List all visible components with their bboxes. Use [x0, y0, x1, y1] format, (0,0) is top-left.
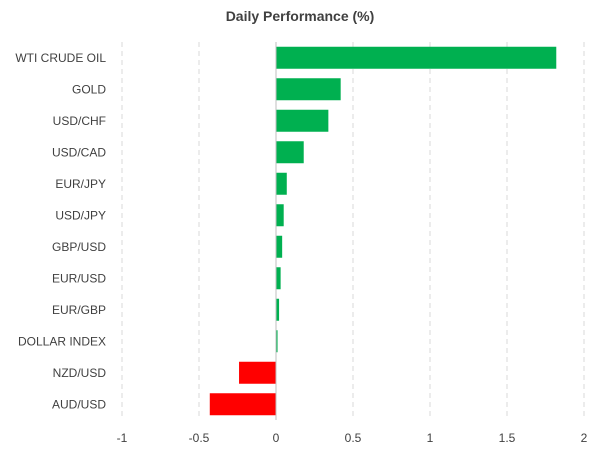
bar — [276, 78, 341, 101]
category-label: DOLLAR INDEX — [18, 334, 106, 348]
bar — [276, 141, 304, 164]
category-label: USD/CAD — [52, 145, 106, 159]
bar — [276, 46, 557, 69]
bar — [276, 172, 287, 195]
x-tick-label: 2 — [581, 431, 588, 445]
bar — [239, 361, 276, 384]
category-label: NZD/USD — [53, 366, 107, 380]
category-label: USD/CHF — [53, 114, 106, 128]
x-tick-label: -1 — [117, 431, 128, 445]
category-label: GOLD — [72, 82, 106, 96]
category-label: USD/JPY — [55, 208, 106, 222]
category-label: EUR/GBP — [52, 303, 106, 317]
x-tick-label: 1 — [427, 431, 434, 445]
x-tick-label: 1.5 — [499, 431, 516, 445]
bar — [209, 393, 276, 416]
x-tick-label: 0.5 — [345, 431, 362, 445]
bar — [276, 330, 278, 353]
bar — [276, 298, 280, 321]
bar — [276, 267, 281, 290]
category-label: EUR/JPY — [55, 177, 106, 191]
bar — [276, 235, 283, 258]
category-label: EUR/USD — [52, 271, 106, 285]
bar — [276, 204, 284, 227]
category-label: WTI CRUDE OIL — [15, 51, 106, 65]
bar — [276, 109, 329, 132]
category-label: AUD/USD — [52, 397, 106, 411]
chart-title: Daily Performance (%) — [225, 8, 375, 24]
x-tick-label: -0.5 — [189, 431, 210, 445]
category-label: GBP/USD — [52, 240, 106, 254]
x-tick-label: 0 — [273, 431, 280, 445]
